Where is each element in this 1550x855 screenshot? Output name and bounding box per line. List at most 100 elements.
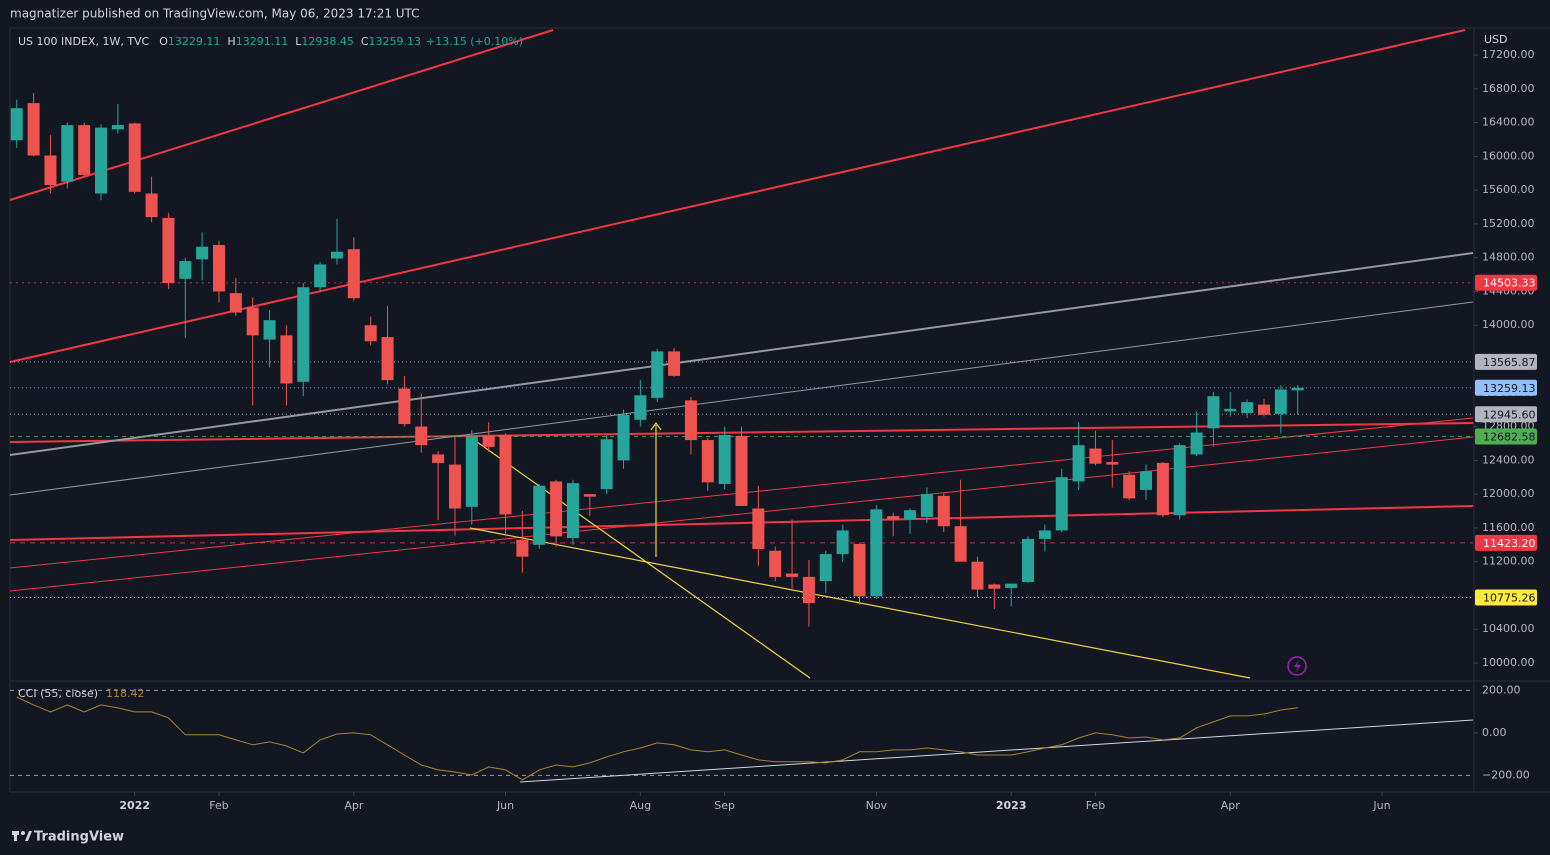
candle-body <box>1022 538 1035 582</box>
price-label: 14503.33 <box>1483 277 1536 290</box>
trend-line <box>469 527 1251 679</box>
candle-body <box>145 193 158 218</box>
x-tick-label: Apr <box>1221 799 1241 812</box>
candle-body <box>668 351 681 376</box>
candle-body <box>213 245 225 292</box>
ohlc-value: 13229.11 <box>168 35 221 48</box>
indicator-value: 118.42 <box>106 687 145 700</box>
y-tick-label: 15600.00 <box>1482 183 1535 196</box>
ohlc-label: H <box>227 35 235 48</box>
candle-body <box>718 435 731 484</box>
candle-body <box>44 155 57 186</box>
trend-line <box>9 301 1474 496</box>
candle-body <box>432 454 445 463</box>
x-tick-label: Jun <box>1372 799 1390 812</box>
candle-body <box>786 573 799 577</box>
logo-part <box>14 831 17 841</box>
candle-body <box>550 481 563 537</box>
ohlc-value: 13259.13 <box>369 35 422 48</box>
footer-brand: TradingView <box>34 830 124 845</box>
candle-body <box>684 400 697 441</box>
candle-body <box>111 125 124 130</box>
ohlc-value: 12938.45 <box>301 35 354 48</box>
candle-body <box>280 335 293 384</box>
candle-body <box>78 125 91 175</box>
price-label: 12945.60 <box>1483 408 1536 421</box>
price-label: 10775.26 <box>1483 592 1536 605</box>
symbol-title: US 100 INDEX, 1W, TVC <box>18 35 150 48</box>
price-label: 13565.87 <box>1483 356 1536 369</box>
candle-body <box>1274 389 1287 414</box>
candle-body <box>1005 583 1018 588</box>
candle-body <box>330 251 343 259</box>
x-tick-label: Apr <box>344 799 364 812</box>
candle-body <box>516 539 529 557</box>
trend-line <box>9 436 1474 592</box>
price-label-box <box>1475 428 1537 445</box>
candle-body <box>314 264 327 288</box>
currency: USD <box>1484 33 1508 46</box>
candle-body <box>27 103 40 156</box>
candle-body <box>499 435 512 515</box>
candle-body <box>583 494 596 497</box>
x-tick-label: 2022 <box>119 799 150 812</box>
indicator-tick-label: 200.00 <box>1482 683 1521 696</box>
candle-body <box>617 414 630 461</box>
indicator-trend-line <box>519 719 1474 783</box>
y-tick-label: 16800.00 <box>1482 82 1535 95</box>
arrow-head <box>650 421 662 431</box>
candle-body <box>1190 432 1203 455</box>
candle-body <box>61 125 74 182</box>
marks <box>10 54 1478 796</box>
candle-body <box>1173 445 1186 516</box>
price-label-box <box>1475 589 1537 606</box>
y-tick-label: 14000.00 <box>1482 318 1535 331</box>
alert-icon-bolt <box>1294 660 1301 673</box>
logo-part <box>21 831 25 835</box>
candle-body <box>1072 445 1085 482</box>
candle-body <box>1123 474 1136 499</box>
candle-body <box>128 123 141 192</box>
ohlc-label: L <box>295 35 302 48</box>
candle-body <box>937 495 950 527</box>
y-tick-label: 12400.00 <box>1482 453 1535 466</box>
candle-body <box>1106 462 1119 465</box>
candle-body <box>1055 477 1068 531</box>
candle-body <box>904 510 917 520</box>
price-label: 13259.13 <box>1483 382 1536 395</box>
candle-body <box>819 554 832 582</box>
candle-body <box>853 543 866 597</box>
indicator-tick-label: −200.00 <box>1482 768 1530 781</box>
price-label-box <box>1475 534 1537 551</box>
x-tick-label: Jun <box>496 799 514 812</box>
candle-body <box>1241 402 1254 414</box>
candle-body <box>246 307 259 336</box>
candle-body <box>836 530 849 555</box>
indicator-line <box>16 696 1298 781</box>
candle-body <box>196 246 209 260</box>
header: magnatizer published on TradingView.com,… <box>10 7 420 21</box>
candle-body <box>870 509 883 597</box>
candle-body <box>465 436 478 507</box>
candle-body <box>634 395 647 420</box>
candle-body <box>735 435 748 506</box>
candle-body <box>448 464 461 509</box>
candle-body <box>297 287 310 382</box>
candle-body <box>162 217 175 284</box>
candle-body <box>971 561 984 590</box>
candle-body <box>651 351 664 398</box>
candle-body <box>887 516 900 520</box>
alert-icon[interactable] <box>1287 656 1307 676</box>
y-tick-label: 17200.00 <box>1482 48 1535 61</box>
candle-body <box>482 435 495 447</box>
candle-body <box>381 337 394 381</box>
candle-body <box>954 526 967 562</box>
candle-body <box>347 249 360 299</box>
candle-body <box>802 576 815 604</box>
candle-body <box>769 550 782 577</box>
x-tick-label: Sep <box>714 799 735 812</box>
price-label: 12682.58 <box>1483 430 1536 443</box>
